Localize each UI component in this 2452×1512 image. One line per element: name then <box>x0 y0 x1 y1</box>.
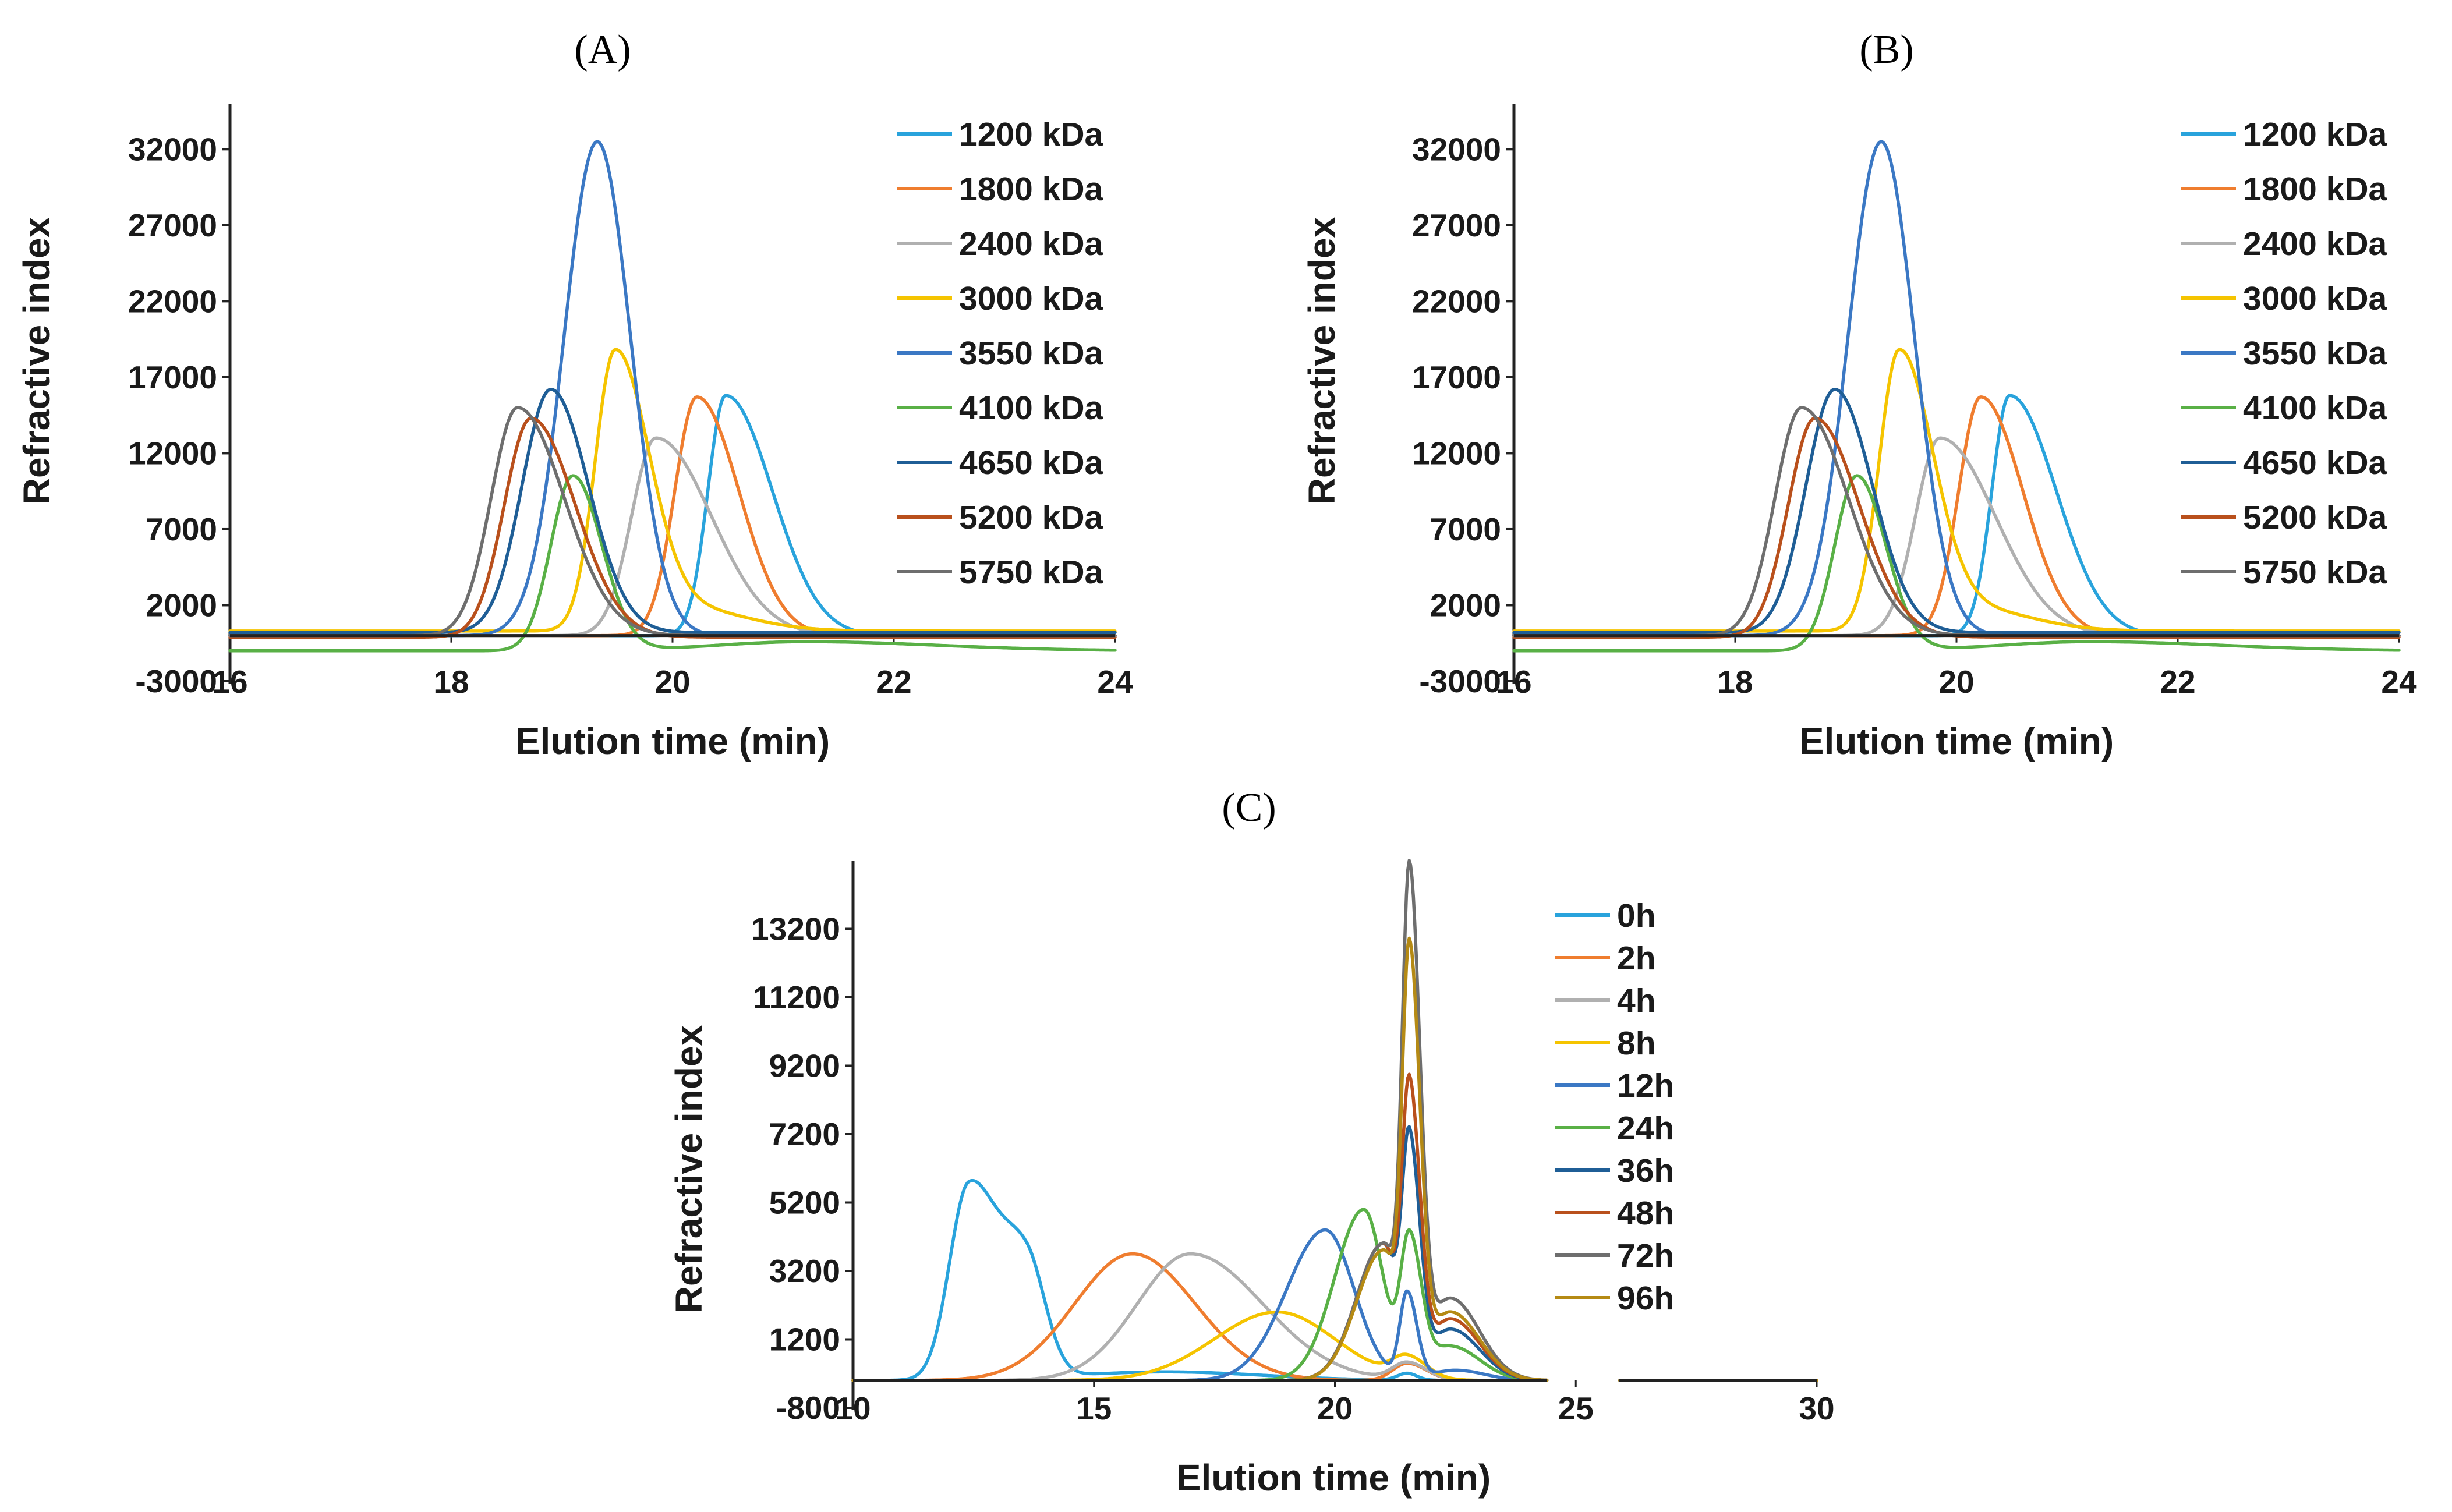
panel-a-legend-label: 4100 kDa <box>959 389 1104 427</box>
panel-c-y-tick-label: 1200 <box>769 1322 840 1358</box>
panel-b-legend-label: 3000 kDa <box>2243 280 2388 317</box>
panel-a-legend-label: 1200 kDa <box>959 116 1104 153</box>
panel-b-y-axis-title: Refractive index <box>1301 217 1343 505</box>
panel-a-y-tick-label: 27000 <box>128 207 217 243</box>
panel-c-y-tick-label: 5200 <box>769 1185 840 1221</box>
panel-c-y-tick-label: 11200 <box>753 979 840 1015</box>
panel-a-legend-label: 3550 kDa <box>959 335 1104 372</box>
panel-a-y-tick-label: 17000 <box>128 359 217 395</box>
panel-b-y-tick-label: 12000 <box>1412 435 1501 471</box>
panel-b-x-tick-label: 16 <box>1496 664 1531 700</box>
panel-b: (B) -3000 2000 7000 12000 17000 22000 27000 320… <box>1301 27 2417 762</box>
panel-c-legend-label: 8h <box>1617 1025 1656 1062</box>
panel-c-x-tick-label: 25 <box>1558 1390 1594 1426</box>
panel-a-legend-label: 5200 kDa <box>959 499 1104 536</box>
panel-a-legend-label: 1800 kDa <box>959 171 1104 208</box>
panel-a: (A) -3000 2000 7000 12000 17000 22000 27000 320… <box>16 27 1133 762</box>
panel-c-x-tick-label: 30 <box>1799 1390 1834 1426</box>
panel-c-y-axis-title: Refractive index <box>668 1025 710 1313</box>
panel-c-legend-label: 0h <box>1617 897 1656 934</box>
panel-a-legend-label: 2400 kDa <box>959 225 1104 263</box>
panel-c-y-tick-label: 9200 <box>769 1048 840 1084</box>
panel-a-y-tick-label: 32000 <box>128 131 217 167</box>
panel-b-plot: -3000 2000 7000 12000 17000 22000 27000 32000 16… <box>1412 104 2417 700</box>
panel-b-legend-label: 1800 kDa <box>2243 171 2388 208</box>
panel-b-legend-label: 1200 kDa <box>2243 116 2388 153</box>
panel-a-x-axis-title: Elution time (min) <box>515 720 830 762</box>
panel-b-legend-label: 2400 kDa <box>2243 225 2388 263</box>
panel-a-label: (A) <box>574 27 631 72</box>
panel-b-series-line <box>1512 388 2401 635</box>
panel-a-y-tick-label: 22000 <box>128 283 217 319</box>
panel-a-legend-label: 3000 kDa <box>959 280 1104 317</box>
panel-c-legend-label: 72h <box>1617 1237 1674 1274</box>
panel-a-series-line <box>228 474 1117 653</box>
panel-a-y-tick-label: -3000 <box>135 663 217 699</box>
panel-b-legend-label: 5750 kDa <box>2243 554 2388 591</box>
panel-c-legend-label: 4h <box>1617 982 1656 1019</box>
panel-a-x-tick-label: 22 <box>876 664 911 700</box>
panel-a-x-tick-label: 18 <box>433 664 469 700</box>
panel-c-plot: -800 1200 3200 5200 7200 9200 11200 13200 10 15 20… <box>751 859 1835 1426</box>
panel-b-x-tick-label: 20 <box>1938 664 1974 700</box>
panel-b-y-tick-label: -3000 <box>1419 663 1501 699</box>
panel-b-x-axis-title: Elution time (min) <box>1799 720 2114 762</box>
panel-c-legend-label: 96h <box>1617 1280 1674 1317</box>
panel-c-legend-label: 2h <box>1617 940 1656 977</box>
panel-b-series-line <box>1512 474 2401 653</box>
panel-c-y-tick-label: 13200 <box>751 911 840 947</box>
panel-c-x-tick-label: 20 <box>1317 1390 1353 1426</box>
panel-c-label: (C) <box>1222 785 1276 830</box>
panel-c-x-tick-label: 10 <box>835 1390 871 1426</box>
panel-b-y-tick-label: 32000 <box>1412 131 1501 167</box>
panel-b-legend-label: 5200 kDa <box>2243 499 2388 536</box>
panel-b-legend-label: 3550 kDa <box>2243 335 2388 372</box>
panel-a-x-tick-label: 16 <box>212 664 247 700</box>
panel-b-y-tick-label: 7000 <box>1430 511 1501 547</box>
panel-a-y-tick-label: 2000 <box>146 587 217 623</box>
panel-c-x-tick-label: 15 <box>1076 1390 1112 1426</box>
panel-c-series-line <box>851 1310 1818 1382</box>
panel-a-series-line <box>228 388 1117 635</box>
panel-b-legend-label: 4100 kDa <box>2243 389 2388 427</box>
panel-c-y-tick-label: 7200 <box>769 1116 840 1152</box>
panel-b-x-tick-label: 22 <box>2160 664 2195 700</box>
panel-b-y-tick-label: 17000 <box>1412 359 1501 395</box>
panel-b-x-tick-label: 18 <box>1717 664 1753 700</box>
panel-c-y-tick-label: -800 <box>776 1390 840 1426</box>
panel-a-plot: -3000 2000 7000 12000 17000 22000 27000 32000 16… <box>128 104 1133 700</box>
panel-a-y-axis-title: Refractive index <box>16 217 58 505</box>
panel-b-x-tick-label: 24 <box>2381 664 2417 700</box>
panel-b-y-tick-label: 22000 <box>1412 283 1501 319</box>
panel-a-x-tick-label: 20 <box>654 664 690 700</box>
panel-c-legend-label: 12h <box>1617 1067 1674 1104</box>
panel-a-legend-label: 5750 kDa <box>959 554 1104 591</box>
panel-c-x-axis-title: Elution time (min) <box>1176 1457 1491 1499</box>
panel-c-legend-label: 48h <box>1617 1195 1674 1232</box>
panel-b-y-tick-label: 27000 <box>1412 207 1501 243</box>
panel-b-y-tick-label: 2000 <box>1430 587 1501 623</box>
panel-c: (C) -800 1200 3200 5200 7200 9200 11200 13200 10… <box>668 785 1835 1499</box>
panel-b-legend-label: 4650 kDa <box>2243 444 2388 481</box>
panel-a-x-tick-label: 24 <box>1097 664 1133 700</box>
panel-a-y-tick-label: 12000 <box>128 435 217 471</box>
panel-c-legend-label: 24h <box>1617 1110 1674 1147</box>
panel-a-legend-label: 4650 kDa <box>959 444 1104 481</box>
panel-a-y-tick-label: 7000 <box>146 511 217 547</box>
panel-b-label: (B) <box>1859 27 1913 72</box>
panel-c-y-tick-label: 3200 <box>769 1253 840 1289</box>
panel-c-legend-label: 36h <box>1617 1152 1674 1189</box>
